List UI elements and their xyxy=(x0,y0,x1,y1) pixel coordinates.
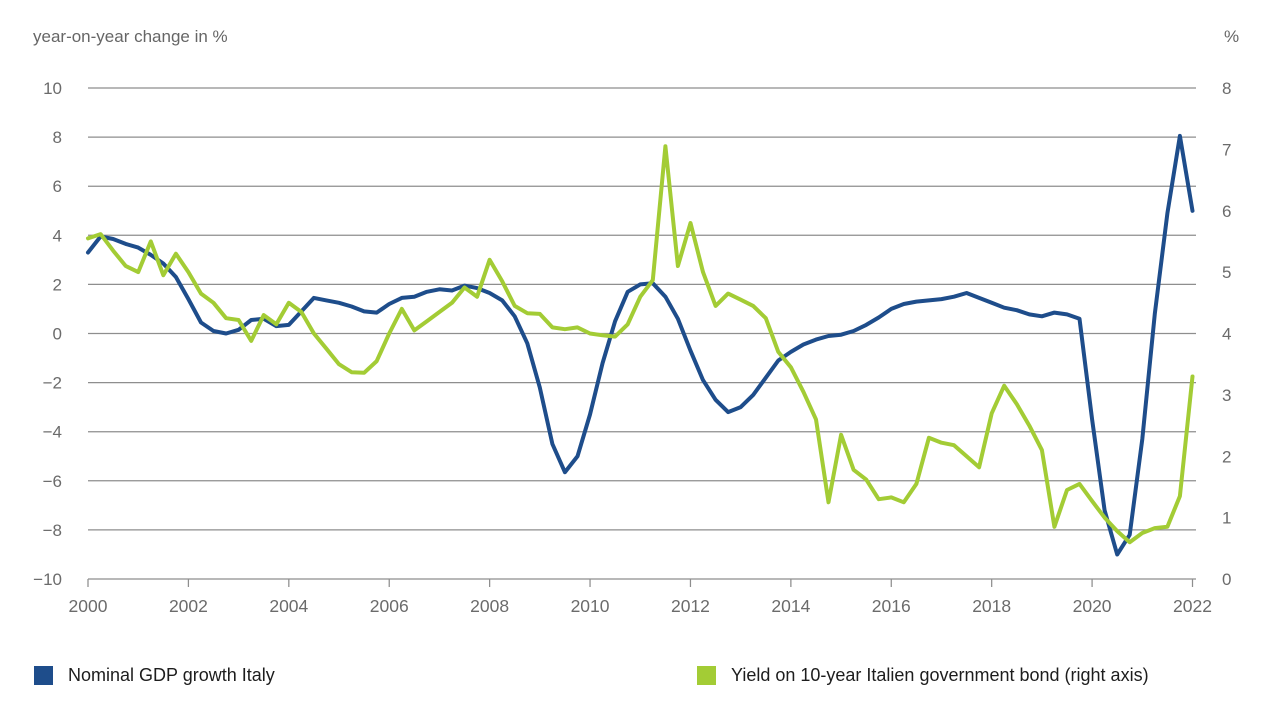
x-axis-tick-label: 2002 xyxy=(169,596,208,616)
right-axis-tick-label: 5 xyxy=(1222,263,1231,282)
right-axis-tick-label: 4 xyxy=(1222,325,1231,344)
x-axis-tick-label: 2004 xyxy=(269,596,308,616)
x-axis-tick-label: 2016 xyxy=(872,596,911,616)
left-axis-tick-label: −6 xyxy=(43,472,62,491)
gdp-legend-swatch xyxy=(34,665,53,685)
chart-legend: Nominal GDP growth Italy Yield on 10-yea… xyxy=(0,665,1280,689)
right-axis-tick-label: 0 xyxy=(1222,570,1231,589)
left-axis-tick-label: 4 xyxy=(53,226,62,245)
gdp-growth-line xyxy=(86,133,1195,557)
x-axis-tick-label: 2006 xyxy=(370,596,409,616)
left-axis-title: year-on-year change in % xyxy=(33,27,228,46)
right-axis-tick-label: 3 xyxy=(1222,386,1231,405)
right-axis-tick-label: 2 xyxy=(1222,447,1231,466)
x-axis-tick-label: 2018 xyxy=(972,596,1011,616)
chart-area: 10 8 6 4 2 0 −2 −4 −6 −8 −10 8 7 6 5 4 3 2 1 0 2000 2002 2004 2… xyxy=(33,79,1231,616)
right-axis-title: % xyxy=(1224,27,1240,46)
right-axis-tick-label: 7 xyxy=(1222,140,1231,159)
x-axis-tick-label: 2000 xyxy=(69,596,108,616)
left-axis-tick-label: 0 xyxy=(53,325,62,344)
x-axis-tick-label: 2022 xyxy=(1173,596,1212,616)
x-axis-tick-label: 2020 xyxy=(1073,596,1112,616)
yield-legend-label: Yield on 10-year Italien government bond… xyxy=(731,664,1149,685)
yield-legend-swatch xyxy=(697,665,716,685)
right-axis-tick-label: 8 xyxy=(1222,79,1231,98)
left-axis-tick-label: −2 xyxy=(43,374,62,393)
bond-yield-line xyxy=(86,144,1195,545)
left-axis-tick-label: 2 xyxy=(53,275,62,294)
right-axis-tick-label: 6 xyxy=(1222,202,1231,221)
x-axis: 2000 2002 2004 2006 2008 2010 2012 2014 2016 2018… xyxy=(69,579,1212,616)
right-axis-tick-label: 1 xyxy=(1222,509,1231,528)
left-axis-tick-label: −8 xyxy=(43,521,62,540)
legend-item-yield: Yield on 10-year Italien government bond… xyxy=(697,665,1149,685)
x-axis-tick-label: 2010 xyxy=(571,596,610,616)
left-axis-tick-label: 8 xyxy=(53,128,62,147)
left-axis-tick-label: 6 xyxy=(53,177,62,196)
left-axis-tick-label: 10 xyxy=(43,79,62,98)
left-axis-labels: 10 8 6 4 2 0 −2 −4 −6 −8 −10 xyxy=(33,79,62,589)
left-axis-tick-label: −4 xyxy=(43,423,62,442)
left-axis-tick-label: −10 xyxy=(33,570,62,589)
x-axis-tick-label: 2008 xyxy=(470,596,509,616)
gdp-legend-label: Nominal GDP growth Italy xyxy=(68,664,275,685)
legend-item-gdp: Nominal GDP growth Italy xyxy=(34,665,275,685)
right-axis-labels: 8 7 6 5 4 3 2 1 0 xyxy=(1222,79,1231,589)
x-axis-tick-label: 2014 xyxy=(771,596,810,616)
x-axis-tick-label: 2012 xyxy=(671,596,710,616)
